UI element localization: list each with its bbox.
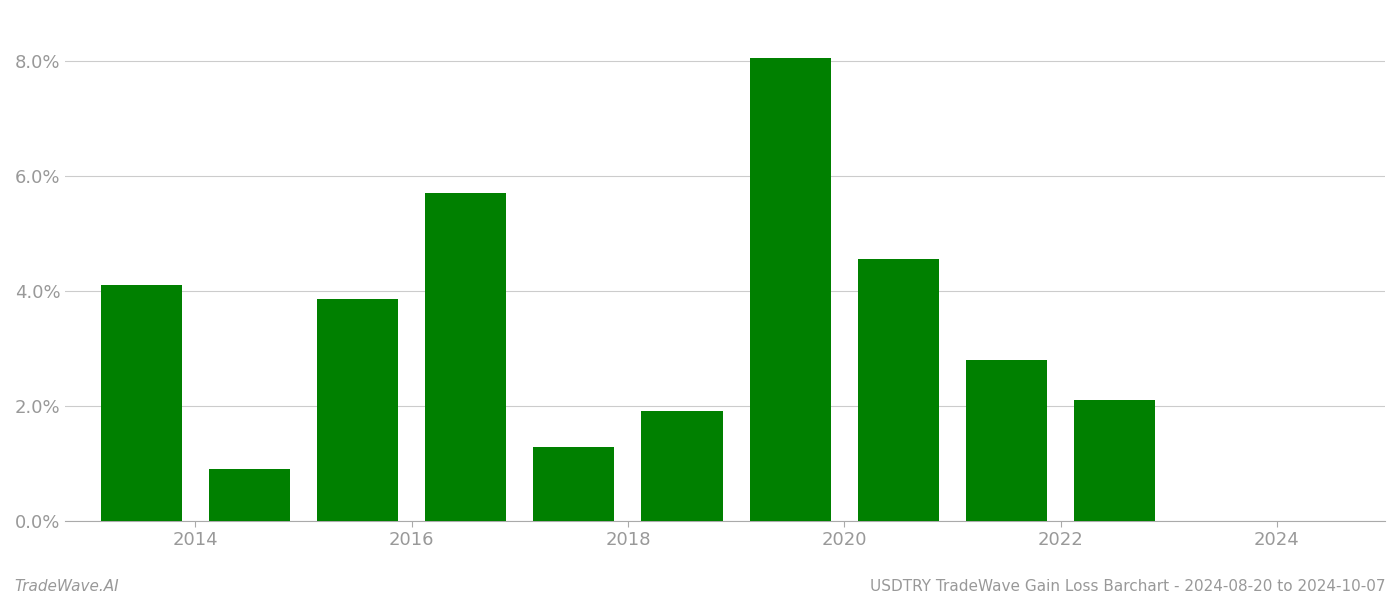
Bar xyxy=(858,259,939,521)
Bar xyxy=(641,412,722,521)
Bar xyxy=(101,285,182,521)
Bar xyxy=(1074,400,1155,521)
Text: TradeWave.AI: TradeWave.AI xyxy=(14,579,119,594)
Text: USDTRY TradeWave Gain Loss Barchart - 2024-08-20 to 2024-10-07: USDTRY TradeWave Gain Loss Barchart - 20… xyxy=(871,579,1386,594)
Bar xyxy=(316,299,398,521)
Bar xyxy=(749,58,830,521)
Bar xyxy=(209,469,290,521)
Bar xyxy=(966,360,1047,521)
Bar xyxy=(533,447,615,521)
Bar xyxy=(426,193,507,521)
